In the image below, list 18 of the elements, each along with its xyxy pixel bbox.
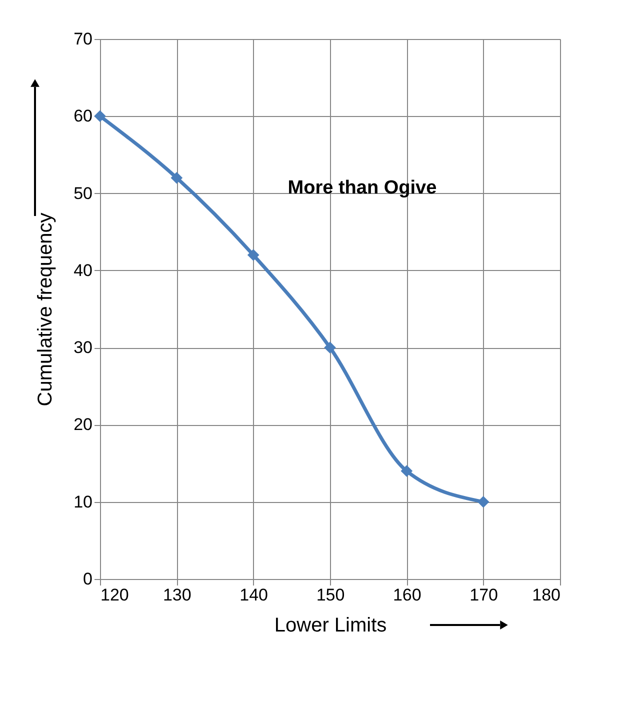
y-tick-label: 60 (74, 106, 92, 126)
annotation: More than Ogive (288, 178, 437, 198)
x-tick-label: 170 (470, 586, 498, 604)
y-tick-label: 30 (74, 338, 92, 358)
x-tick-label: 120 (100, 586, 129, 604)
x-tick-label: 160 (392, 586, 422, 604)
y-tick-label: 0 (83, 570, 92, 588)
x-tick-label: 180 (532, 586, 560, 604)
x-tick-label: 140 (240, 586, 268, 604)
y-axis-title: Cumulative frequency (34, 212, 57, 406)
y-tick-label: 70 (74, 30, 92, 48)
y-tick-label: 20 (74, 415, 92, 434)
x-tick-label: 130 (162, 586, 192, 604)
x-tick-label: 150 (316, 586, 345, 604)
y-tick-label: 40 (74, 260, 92, 280)
y-tick-label: 50 (74, 184, 92, 203)
y-tick-label: 10 (74, 492, 92, 512)
x-axis-title: Lower Limits (274, 614, 387, 636)
